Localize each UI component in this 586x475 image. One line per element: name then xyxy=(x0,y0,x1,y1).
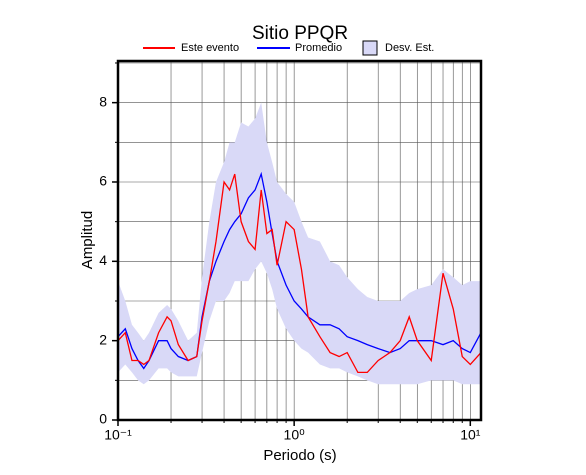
x-tick-label: 10¹ xyxy=(460,427,481,443)
x-tick-label: 10⁻¹ xyxy=(104,427,132,443)
legend-swatch xyxy=(362,40,378,56)
legend-label: Promedio xyxy=(295,42,342,54)
chart-title: Sitio PPQR xyxy=(252,23,348,44)
series-line xyxy=(117,171,482,370)
x-axis-label: Periodo (s) xyxy=(263,447,336,464)
y-tick-label: 6 xyxy=(99,173,107,189)
legend-label: Este evento xyxy=(181,42,239,54)
x-tick-label: 10⁰ xyxy=(284,427,306,443)
y-tick-label: 4 xyxy=(99,252,107,268)
std-band xyxy=(118,102,481,385)
y-tick-label: 8 xyxy=(99,93,107,109)
y-axis-label: Amplitud xyxy=(79,211,96,269)
y-tick-label: 0 xyxy=(99,411,107,427)
legend-label: Desv. Est. xyxy=(385,42,434,54)
y-tick-label: 2 xyxy=(99,331,107,347)
plot-frame xyxy=(116,59,483,422)
series-line xyxy=(117,173,482,374)
